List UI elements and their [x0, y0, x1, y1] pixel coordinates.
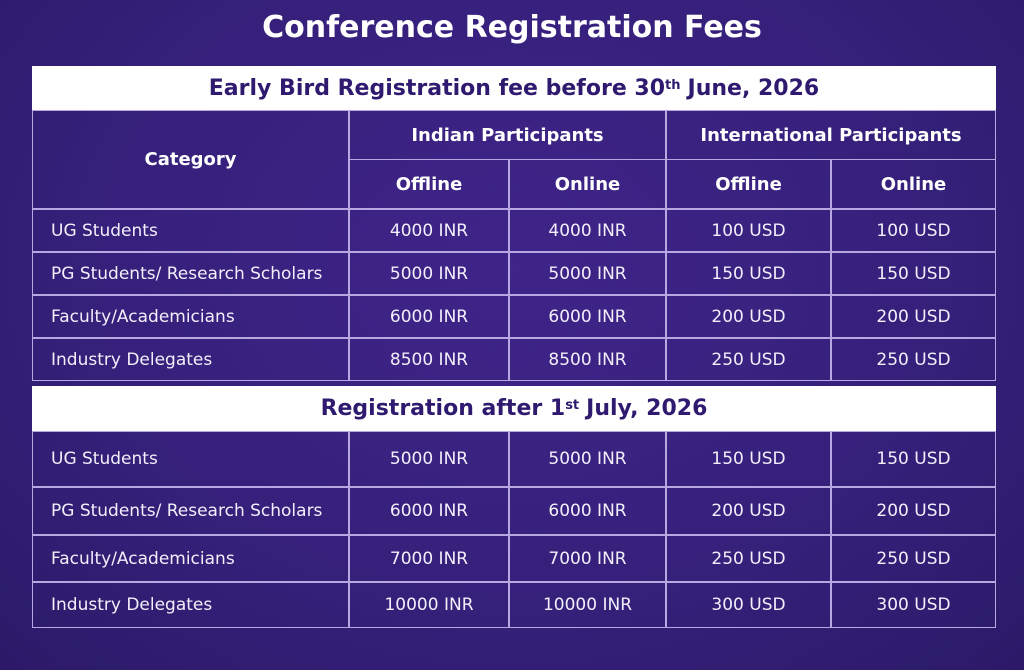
fee-cell: 10000 INR [349, 582, 509, 628]
fee-cell: 250 USD [831, 338, 996, 381]
fee-cell: 100 USD [831, 209, 996, 252]
fee-cell: 300 USD [666, 582, 831, 628]
fee-cell: 150 USD [831, 431, 996, 487]
fee-cell: 5000 INR [509, 252, 666, 295]
heading-superscript: st [565, 398, 580, 413]
heading-text: July, 2026 [586, 396, 708, 421]
header-group: International Participants [666, 110, 996, 160]
fee-cell: 5000 INR [509, 431, 666, 487]
heading-superscript: th [665, 77, 681, 93]
category-cell: PG Students/ Research Scholars [32, 252, 349, 295]
category-cell: Industry Delegates [32, 582, 349, 628]
category-cell: UG Students [32, 431, 349, 487]
fee-cell: 250 USD [666, 338, 831, 381]
category-cell: UG Students [32, 209, 349, 252]
fee-cell: 10000 INR [509, 582, 666, 628]
fee-cell: 6000 INR [509, 295, 666, 338]
fee-cell: 4000 INR [509, 209, 666, 252]
header-mode: Offline [349, 159, 509, 209]
fee-cell: 8500 INR [349, 338, 509, 381]
fee-cell: 200 USD [666, 295, 831, 338]
header-mode: Offline [666, 159, 831, 209]
fee-cell: 4000 INR [349, 209, 509, 252]
header-group: Indian Participants [349, 110, 666, 160]
fee-cell: 100 USD [666, 209, 831, 252]
category-cell: Industry Delegates [32, 338, 349, 381]
fee-cell: 150 USD [831, 252, 996, 295]
fee-cell: 5000 INR [349, 431, 509, 487]
title: Conference Registration Fees [262, 10, 762, 45]
fee-cell: 200 USD [666, 487, 831, 535]
header-mode: Online [831, 159, 996, 209]
fee-cell: 7000 INR [509, 535, 666, 582]
fee-cell: 200 USD [831, 295, 996, 338]
heading-text: Registration after 1 [320, 396, 566, 421]
fee-cell: 7000 INR [349, 535, 509, 582]
header-category: Category [32, 110, 349, 209]
fee-cell: 150 USD [666, 431, 831, 487]
category-cell: PG Students/ Research Scholars [32, 487, 349, 535]
fee-cell: 6000 INR [349, 487, 509, 535]
fee-cell: 8500 INR [509, 338, 666, 381]
category-cell: Faculty/Academicians [32, 295, 349, 338]
category-cell: Faculty/Academicians [32, 535, 349, 582]
fee-cell: 250 USD [666, 535, 831, 582]
header-mode: Online [509, 159, 666, 209]
fee-cell: 6000 INR [349, 295, 509, 338]
fee-cell: 250 USD [831, 535, 996, 582]
fee-cell: 200 USD [831, 487, 996, 535]
fee-cell: 5000 INR [349, 252, 509, 295]
heading-text: June, 2026 [687, 75, 820, 101]
heading-text: Early Bird Registration fee before 30 [208, 75, 666, 101]
fee-cell: 6000 INR [509, 487, 666, 535]
fee-cell: 150 USD [666, 252, 831, 295]
fee-cell: 300 USD [831, 582, 996, 628]
